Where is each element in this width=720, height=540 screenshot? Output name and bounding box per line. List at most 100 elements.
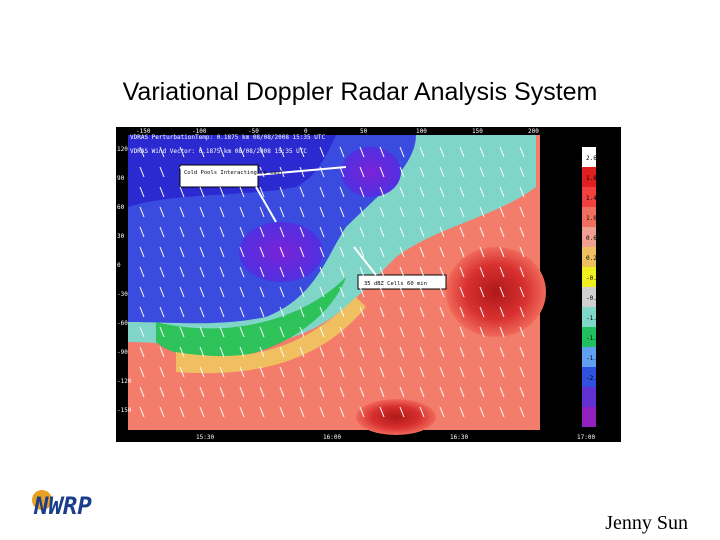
- wind-vector: [419, 366, 425, 378]
- wind-vector: [159, 246, 165, 258]
- colorbar-label: -0.2: [586, 275, 601, 282]
- wind-vector: [359, 246, 365, 258]
- wind-vector: [499, 346, 505, 358]
- wind-vector: [419, 186, 425, 198]
- wind-vector: [179, 306, 185, 318]
- wind-vector: [499, 326, 505, 338]
- colorbar-label: 1.4: [586, 195, 597, 202]
- wind-vector: [419, 166, 425, 178]
- colorbar-swatch: [582, 287, 596, 307]
- wind-vector: [319, 286, 325, 298]
- wind-vector: [219, 246, 225, 258]
- wind-vector: [439, 246, 445, 258]
- wind-vector: [199, 146, 205, 158]
- wind-vector: [419, 206, 425, 218]
- wind-vector: [499, 386, 505, 398]
- wind-vector: [199, 246, 205, 258]
- wind-vector: [239, 186, 245, 198]
- wind-vector: [479, 246, 485, 258]
- wind-vector: [399, 346, 405, 358]
- wind-vector: [339, 366, 345, 378]
- wind-vector: [239, 226, 245, 238]
- wind-vector: [199, 166, 205, 178]
- left-axis-label: 60: [117, 204, 125, 211]
- wind-vector: [499, 166, 505, 178]
- left-axis-label: 120: [117, 146, 128, 153]
- wind-vector: [419, 286, 425, 298]
- wind-vector: [399, 166, 405, 178]
- wind-vector: [359, 146, 365, 158]
- wind-vector: [239, 326, 245, 338]
- wind-vector: [339, 186, 345, 198]
- wind-vector: [519, 386, 525, 398]
- wind-vector: [219, 186, 225, 198]
- wind-vector: [199, 406, 205, 418]
- wind-vector: [139, 346, 145, 358]
- wind-vector: [239, 286, 245, 298]
- wind-vector: [299, 166, 305, 178]
- wind-vector: [339, 306, 345, 318]
- wind-vector: [399, 186, 405, 198]
- wind-vector: [199, 326, 205, 338]
- wind-vector: [159, 366, 165, 378]
- wind-vector: [219, 146, 225, 158]
- wind-vector: [379, 286, 385, 298]
- wind-vector: [159, 226, 165, 238]
- wind-vector: [319, 266, 325, 278]
- wind-vector: [479, 346, 485, 358]
- wind-vector: [339, 206, 345, 218]
- wind-vector: [319, 386, 325, 398]
- wind-vector: [199, 346, 205, 358]
- wind-vector: [239, 346, 245, 358]
- wind-vector: [319, 366, 325, 378]
- wind-vector: [419, 226, 425, 238]
- wind-vector: [359, 326, 365, 338]
- wind-vector: [439, 386, 445, 398]
- bottom-axis-label: 16:30: [450, 434, 468, 441]
- wind-vector: [399, 226, 405, 238]
- wind-vector: [139, 226, 145, 238]
- gust-front: [156, 277, 346, 359]
- wind-vector: [519, 406, 525, 418]
- wind-vector: [259, 246, 265, 258]
- wind-vector: [139, 186, 145, 198]
- arrow: [255, 186, 277, 223]
- wind-vector: [519, 306, 525, 318]
- top-axis-label: 50: [360, 128, 368, 135]
- wind-vector: [419, 306, 425, 318]
- wind-vector: [439, 406, 445, 418]
- wind-vector: [199, 306, 205, 318]
- wind-vector: [399, 266, 405, 278]
- wind-vector: [279, 266, 285, 278]
- left-axis-label: -90: [117, 349, 128, 356]
- annotation-box: [179, 164, 259, 188]
- wind-vector: [299, 266, 305, 278]
- wind-vector: [439, 326, 445, 338]
- wind-vector: [479, 206, 485, 218]
- wind-vector: [319, 326, 325, 338]
- top-axis-label: -100: [192, 128, 207, 135]
- left-axis-label: -120: [117, 378, 132, 385]
- wind-vector: [179, 326, 185, 338]
- wind-vector: [479, 306, 485, 318]
- wind-vector: [359, 346, 365, 358]
- wind-vector: [339, 266, 345, 278]
- colorbar-label: -2.2: [586, 375, 601, 382]
- wind-vector: [479, 366, 485, 378]
- wind-vector: [279, 386, 285, 398]
- wind-vector: [159, 166, 165, 178]
- wind-vector: [419, 326, 425, 338]
- wind-vector: [519, 226, 525, 238]
- wind-vector: [299, 246, 305, 258]
- wind-vector: [459, 406, 465, 418]
- wind-vector: [179, 386, 185, 398]
- wind-vector: [499, 186, 505, 198]
- wind-vector: [319, 186, 325, 198]
- wind-vector: [219, 286, 225, 298]
- wind-vector: [259, 146, 265, 158]
- annotation: Cold Pools Interacting to east: [184, 170, 283, 176]
- warm-cell: [446, 247, 546, 337]
- wind-vector: [339, 226, 345, 238]
- top-axis-label: 0: [304, 128, 308, 135]
- wind-vector: [499, 146, 505, 158]
